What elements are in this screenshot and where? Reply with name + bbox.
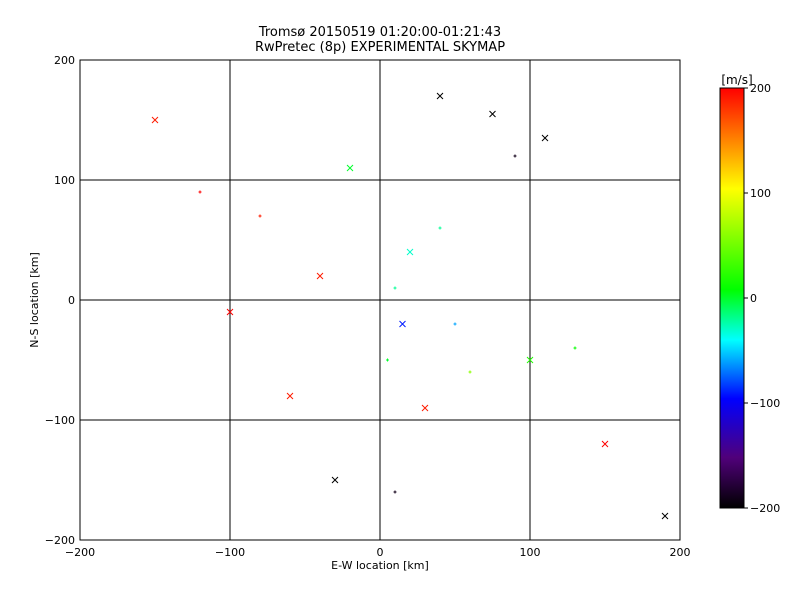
- x-tick-label: −100: [215, 546, 245, 559]
- y-axis-ticks: −200 −100 0 100 200: [45, 54, 86, 547]
- scatter-point: [286, 392, 294, 400]
- scatter-point: [526, 356, 534, 364]
- x-tick-label: −200: [65, 546, 95, 559]
- scatter-point: [541, 134, 549, 142]
- scatter-point: [316, 272, 324, 280]
- x-axis-ticks: −200 −100 0 100 200: [65, 534, 691, 559]
- colorbar-tick-label: 100: [750, 187, 771, 200]
- scatter-point: [331, 476, 339, 484]
- scatter-point: [453, 322, 457, 326]
- y-tick-label: 0: [68, 294, 75, 307]
- y-tick-label: −100: [45, 414, 75, 427]
- colorbar-tick-label: 200: [750, 82, 771, 95]
- x-axis-label: E-W location [km]: [331, 559, 429, 572]
- colorbar-label: [m/s]: [721, 73, 752, 87]
- chart-title: Tromsø 20150519 01:20:00-01:21:43: [258, 25, 501, 40]
- grid: [80, 60, 680, 540]
- scatter-points: [151, 92, 669, 520]
- scatter-point: [661, 512, 669, 520]
- scatter-point: [346, 164, 354, 172]
- scatter-point: [386, 358, 389, 362]
- scatter-point: [198, 190, 202, 194]
- scatter-point: [421, 404, 429, 412]
- x-tick-label: 0: [377, 546, 384, 559]
- scatter-point: [406, 248, 414, 256]
- scatter-point: [573, 346, 577, 350]
- y-tick-label: 200: [54, 54, 75, 67]
- scatter-point: [151, 116, 159, 124]
- scatter-point: [258, 214, 262, 218]
- colorbar-tick-label: 0: [750, 292, 757, 305]
- y-axis-label: N-S location [km]: [28, 252, 41, 348]
- scatter-point: [513, 154, 517, 158]
- y-tick-label: −200: [45, 534, 75, 547]
- colorbar: [719, 87, 745, 509]
- scatter-point: [601, 440, 609, 448]
- scatter-point: [489, 110, 496, 118]
- scatter-point: [399, 320, 406, 328]
- x-tick-label: 100: [520, 546, 541, 559]
- y-tick-label: 100: [54, 174, 75, 187]
- scatter-point: [468, 370, 472, 374]
- colorbar-tick-label: −100: [750, 397, 780, 410]
- scatter-point: [438, 226, 442, 230]
- scatter-point: [393, 286, 397, 290]
- x-tick-label: 200: [670, 546, 691, 559]
- colorbar-tick-label: −200: [750, 502, 780, 515]
- chart-subtitle: RwPretec (8p) EXPERIMENTAL SKYMAP: [255, 40, 505, 55]
- colorbar-ticks: 200 100 0 −100 −200: [744, 82, 780, 515]
- scatter-point: [226, 308, 234, 316]
- scatter-point: [393, 490, 397, 494]
- scatter-point: [436, 92, 444, 100]
